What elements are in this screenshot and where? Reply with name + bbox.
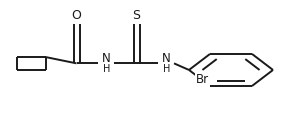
- Text: H: H: [103, 64, 110, 74]
- Text: N: N: [162, 52, 171, 65]
- Text: O: O: [72, 9, 81, 22]
- Text: N: N: [102, 52, 111, 65]
- Text: Br: Br: [196, 73, 209, 86]
- Text: H: H: [163, 64, 170, 74]
- Text: S: S: [133, 9, 140, 22]
